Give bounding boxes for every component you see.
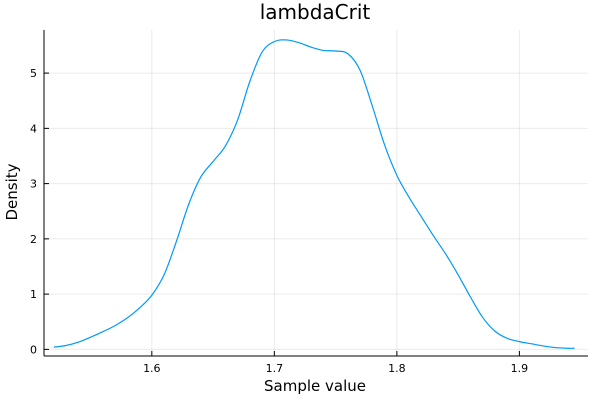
y-tick-label-3: 3 — [30, 178, 37, 191]
y-tick-label-0: 0 — [30, 343, 37, 356]
axes — [43, 30, 588, 357]
y-tick-label-5: 5 — [30, 67, 37, 80]
grid-lines — [44, 30, 588, 356]
density-line-0 — [53, 39, 575, 349]
series-group — [53, 39, 575, 349]
y-tick-label-2: 2 — [30, 233, 37, 246]
chart-title: lambdaCrit — [260, 0, 371, 24]
x-tick-label-0: 1.6 — [143, 362, 161, 375]
y-tick-label-1: 1 — [30, 288, 37, 301]
x-tick-label-2: 1.8 — [388, 362, 406, 375]
x-axis-label: Sample value — [264, 377, 366, 395]
y-tick-label-4: 4 — [30, 122, 37, 135]
x-tick-label-1: 1.7 — [266, 362, 284, 375]
ticks: 1.6 1.7 1.8 1.9 0 1 2 3 4 5 — [30, 67, 528, 375]
x-tick-label-3: 1.9 — [511, 362, 529, 375]
y-axis-label: Density — [3, 163, 21, 220]
